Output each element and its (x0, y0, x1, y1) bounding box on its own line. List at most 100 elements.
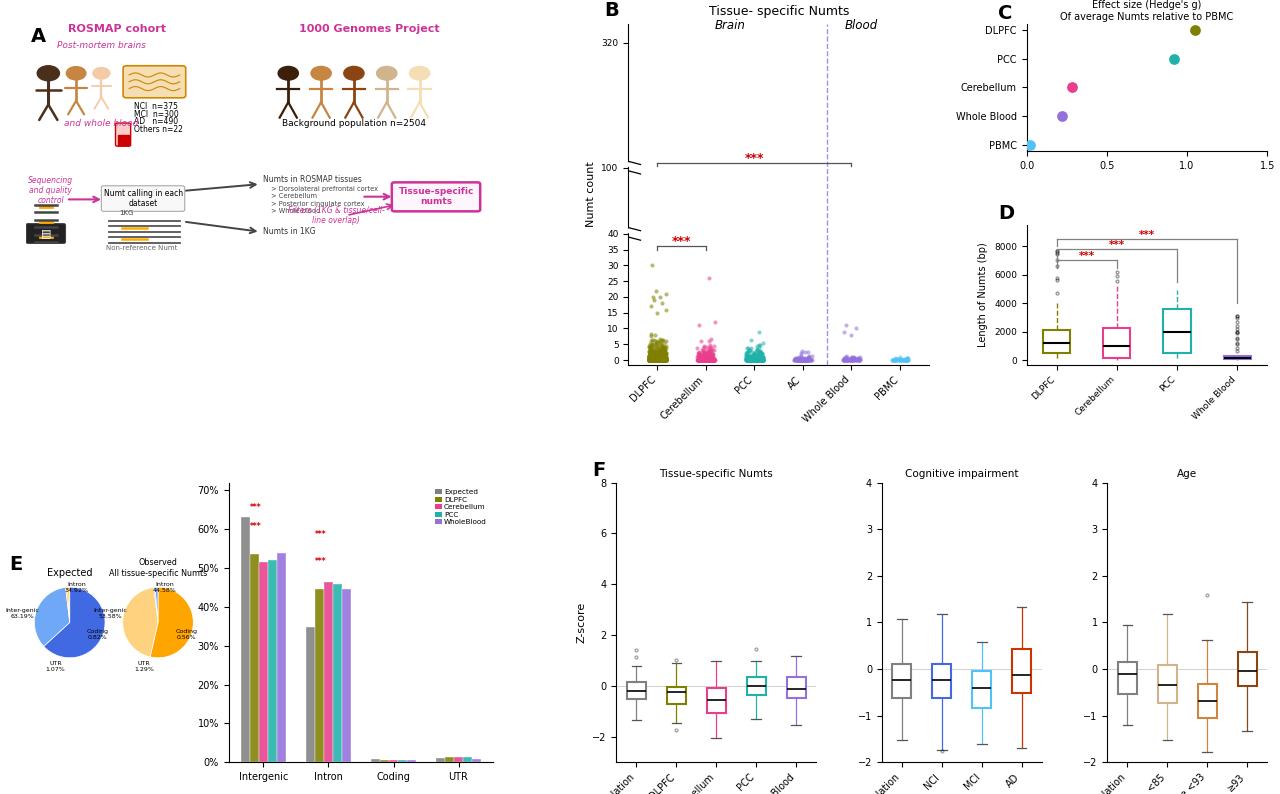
Point (653, 353, 673, 366)
Point (890, 353, 910, 366)
Point (645, 353, 666, 366)
Point (751, 353, 772, 366)
Wedge shape (123, 588, 157, 657)
Point (842, 353, 863, 366)
Point (654, 353, 675, 366)
Point (741, 350, 762, 363)
Point (648, 350, 668, 363)
Point (744, 351, 764, 364)
Point (691, 350, 712, 363)
Point (790, 353, 810, 365)
Point (652, 340, 672, 353)
Point (833, 326, 854, 338)
Point (699, 272, 719, 284)
Point (640, 345, 660, 358)
Point (645, 353, 666, 366)
Point (795, 353, 815, 366)
Text: F: F (593, 461, 605, 480)
Point (849, 353, 869, 366)
Point (790, 352, 810, 364)
Point (745, 351, 765, 364)
Point (689, 353, 709, 366)
Point (785, 353, 805, 365)
Text: > Whole blood: > Whole blood (270, 208, 320, 214)
Point (797, 353, 818, 366)
Point (645, 353, 666, 366)
Point (741, 353, 762, 366)
Point (742, 349, 763, 361)
Point (746, 343, 767, 356)
Point (748, 348, 768, 360)
Point (892, 353, 913, 365)
Point (744, 353, 764, 366)
Point (655, 353, 676, 366)
Point (897, 353, 918, 366)
Point (751, 353, 772, 366)
Point (746, 353, 767, 366)
Point (895, 353, 915, 366)
Point (736, 349, 756, 362)
Point (644, 352, 664, 364)
Point (652, 353, 672, 366)
Point (750, 353, 771, 366)
Bar (333, 584, 342, 762)
Point (648, 351, 668, 364)
Point (653, 353, 673, 366)
Point (847, 352, 868, 364)
Point (640, 344, 660, 357)
Point (650, 345, 671, 358)
Point (648, 347, 668, 360)
Point (753, 350, 773, 363)
Point (748, 353, 768, 366)
Point (643, 353, 663, 366)
Point (654, 347, 675, 360)
Point (691, 351, 712, 364)
Point (640, 351, 660, 364)
Point (703, 343, 723, 356)
Point (640, 353, 660, 366)
Point (744, 353, 764, 366)
Point (737, 353, 758, 366)
Title: Tissue- specific Numts: Tissue- specific Numts (709, 6, 849, 18)
Point (696, 353, 717, 366)
Point (750, 353, 771, 366)
Bar (398, 760, 407, 762)
Point (648, 353, 668, 366)
Point (694, 349, 714, 362)
Point (737, 353, 758, 366)
Point (649, 353, 669, 366)
Point (745, 353, 765, 366)
Point (691, 353, 712, 366)
Point (655, 340, 676, 353)
Point (737, 349, 758, 361)
PathPatch shape (667, 687, 686, 703)
Point (649, 353, 669, 365)
Point (648, 353, 668, 366)
Point (654, 353, 675, 366)
Point (703, 349, 723, 361)
Point (801, 353, 822, 366)
Point (1020, 139, 1041, 152)
Point (892, 353, 913, 366)
Point (701, 343, 722, 356)
Point (649, 353, 669, 366)
Point (794, 353, 814, 366)
FancyBboxPatch shape (26, 224, 65, 244)
Point (643, 352, 663, 364)
Point (749, 351, 769, 364)
Point (742, 351, 763, 364)
Point (646, 336, 667, 349)
Point (653, 341, 673, 354)
Point (704, 353, 724, 366)
Point (692, 353, 713, 366)
Point (645, 353, 666, 366)
Point (687, 352, 708, 364)
Point (655, 353, 676, 366)
Point (744, 353, 764, 365)
Point (741, 350, 762, 363)
Point (653, 353, 673, 366)
Point (741, 349, 762, 362)
Text: Sequencing
and quality
control: Sequencing and quality control (28, 175, 73, 206)
Point (796, 353, 817, 366)
Point (639, 353, 659, 366)
